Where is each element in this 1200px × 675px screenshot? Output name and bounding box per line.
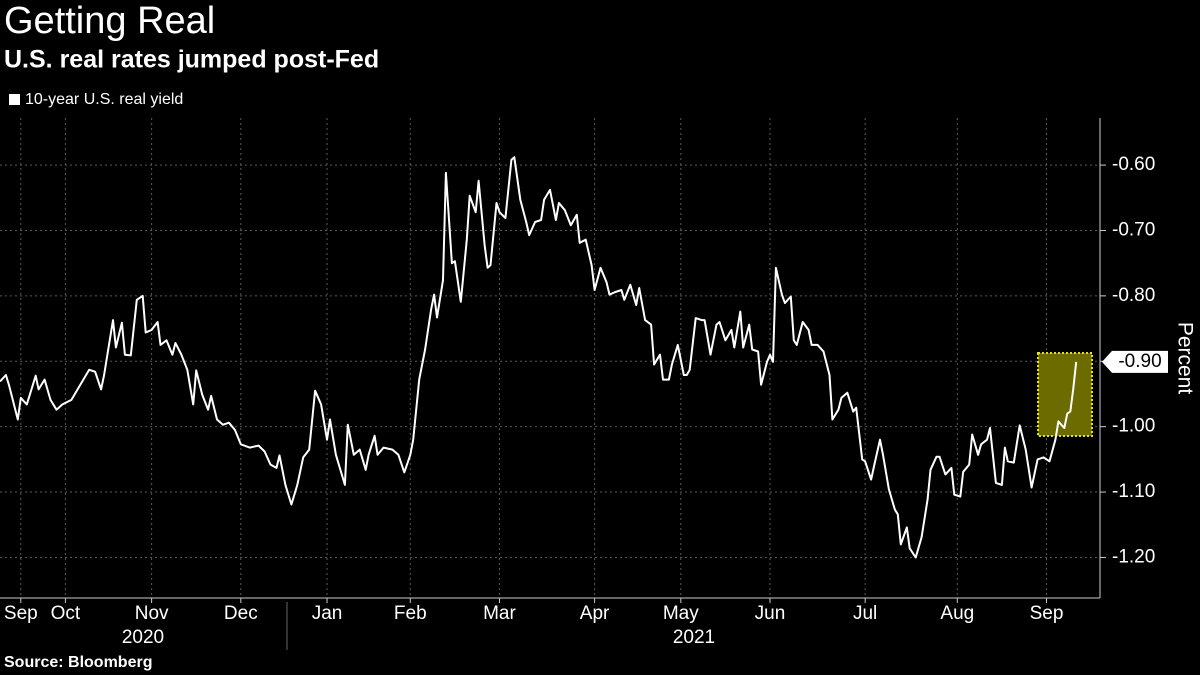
- x-tick-label: Jan: [312, 603, 343, 624]
- year-label: 2021: [673, 627, 715, 648]
- x-tick-label: May: [663, 603, 699, 624]
- x-tick-label: Jun: [755, 603, 786, 624]
- last-value-label: -0.90: [1118, 351, 1161, 372]
- last-value-flag: [1102, 350, 1168, 373]
- x-tick-label: Apr: [580, 603, 610, 624]
- legend-label: 10-year U.S. real yield: [25, 91, 183, 108]
- y-tick-label: -0.60: [1112, 154, 1155, 175]
- y-tick-label: -0.70: [1112, 219, 1155, 240]
- x-tick-label: Sep: [1030, 603, 1064, 624]
- y-axis-label: Percent: [1173, 322, 1196, 395]
- x-tick-label: Sep: [4, 603, 38, 624]
- y-tick-label: -1.20: [1112, 546, 1155, 567]
- chart-subtitle: U.S. real rates jumped post-Fed: [4, 46, 379, 74]
- x-tick-label: Mar: [483, 603, 516, 624]
- series-line: [0, 156, 1078, 559]
- x-tick-label: Jul: [853, 603, 877, 624]
- y-tick-label: -1.10: [1112, 481, 1155, 502]
- y-tick-label: -0.80: [1112, 285, 1155, 306]
- y-tick-label: -1.00: [1112, 416, 1155, 437]
- x-tick-label: Nov: [135, 603, 169, 624]
- x-tick-label: Oct: [51, 603, 81, 624]
- year-label: 2020: [122, 627, 164, 648]
- x-tick-label: Dec: [224, 603, 258, 624]
- legend-swatch: [9, 94, 20, 105]
- source: Source: Bloomberg: [4, 654, 152, 671]
- x-tick-label: Feb: [394, 603, 427, 624]
- chart-title: Getting Real: [4, 0, 215, 42]
- x-tick-label: Aug: [940, 603, 974, 624]
